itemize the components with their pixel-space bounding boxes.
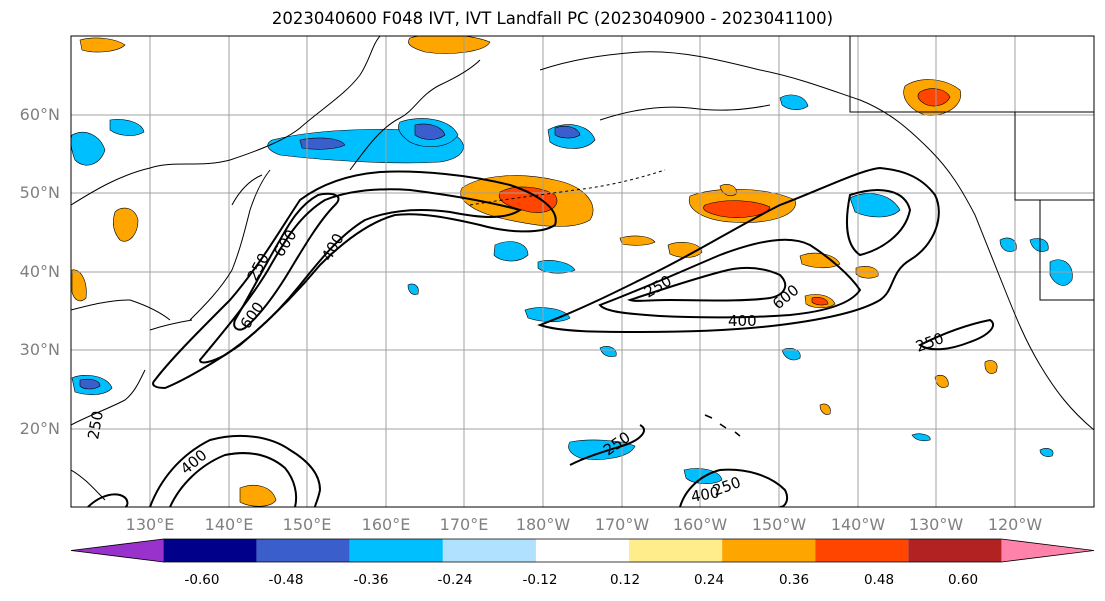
pc-blob-negative [71, 131, 106, 166]
longitude-label: 120°W [987, 515, 1043, 534]
colorbar-segment [349, 539, 443, 562]
pc-blob-negative [537, 260, 576, 274]
latitude-label: 30°N [19, 340, 60, 359]
pc-blob-positive [79, 37, 126, 53]
pc-blob-positive [619, 235, 656, 246]
pc-blob-positive [703, 200, 771, 218]
contour-label: 400 [177, 446, 211, 478]
pc-blob-negative [599, 346, 617, 357]
colorbar-segment [535, 539, 630, 562]
colorbar-tick-label: 0.12 [609, 572, 641, 588]
pc-shading [71, 36, 1073, 507]
longitude-label: 180°W [515, 515, 571, 534]
colorbar-tick-label: 0.60 [947, 572, 979, 588]
ivt-contours [87, 166, 995, 507]
pc-blob-negative [781, 348, 801, 361]
pc-blob-negative [999, 237, 1017, 252]
colorbar-tick-label: -0.12 [522, 572, 558, 588]
contour-label: 600 [237, 299, 268, 333]
pc-blob-positive [799, 252, 841, 269]
pc-blob-positive [984, 360, 998, 374]
colorbar-outline [70, 538, 1095, 563]
pc-blob-positive [917, 88, 951, 107]
pc-blob-positive [819, 403, 831, 415]
pc-blob-positive [113, 207, 139, 242]
colorbar-tick-label: 0.48 [863, 572, 895, 588]
pc-blob-positive [934, 374, 949, 388]
latitude-label: 40°N [19, 262, 60, 281]
colorbar-extend-min [71, 539, 164, 562]
latitude-label: 60°N [19, 105, 60, 124]
colorbar-tick-label: -0.60 [184, 572, 220, 588]
contour-label: 250 [84, 409, 107, 440]
pc-blob-negative [849, 193, 901, 218]
contour-label: 250 [913, 329, 946, 356]
longitude-label: 170°W [594, 515, 650, 534]
plot-frame [70, 35, 1095, 508]
pc-blob-negative [554, 125, 581, 139]
longitude-label: 160°E [361, 515, 411, 534]
longitude-label: 130°W [908, 515, 964, 534]
pc-blob-positive [811, 297, 829, 306]
contour-label: 400 [690, 483, 721, 506]
pc-blob-positive [408, 36, 491, 54]
longitude-label: 160°W [672, 515, 728, 534]
pc-blob-negative [1049, 259, 1073, 286]
pc-blob-negative [911, 433, 931, 442]
colorbar-segment [722, 539, 816, 562]
longitude-label: 150°E [282, 515, 332, 534]
colorbar-segment [815, 539, 909, 562]
pc-blob-negative [568, 439, 636, 460]
colorbar-segment [629, 539, 723, 562]
latitude-label: 20°N [19, 419, 60, 438]
pc-blob-negative [79, 378, 101, 390]
pc-blob-negative [414, 123, 446, 140]
pc-blob-negative [1039, 448, 1054, 457]
colorbar [70, 538, 1095, 563]
pc-blob-positive [239, 485, 277, 507]
longitude-label: 170°E [439, 515, 489, 534]
colorbar-tick-label: 0.24 [693, 572, 725, 588]
pc-blob-negative [407, 283, 419, 295]
colorbar-tick-label: -0.36 [353, 572, 389, 588]
pc-blob-negative [299, 137, 346, 150]
pc-blob-negative [493, 241, 529, 262]
pc-blob-positive [667, 242, 703, 258]
colorbar-tick-label: 0.36 [778, 572, 810, 588]
longitude-label: 130°E [125, 515, 175, 534]
pc-blob-negative [1029, 238, 1049, 252]
colorbar-segment [163, 539, 257, 562]
colorbar-segment [256, 539, 350, 562]
contour-label-layer: 250 400 600 250 600 400 400 600 250 250 … [84, 226, 946, 506]
longitude-label: 140°E [204, 515, 254, 534]
figure-title: 2023040600 F048 IVT, IVT Landfall PC (20… [271, 9, 834, 28]
contour-label: 600 [270, 226, 300, 260]
contour-label: 400 [728, 312, 757, 330]
colorbar-tick-label: -0.24 [437, 572, 473, 588]
pc-blob-negative [779, 94, 809, 110]
longitude-label: 150°W [751, 515, 807, 534]
latitude-label: 50°N [19, 183, 60, 202]
coastlines [71, 36, 1094, 501]
colorbar-tick-label: -0.48 [268, 572, 304, 588]
colorbar-segment [908, 539, 1002, 562]
longitude-label: 140°W [830, 515, 886, 534]
colorbar-segment [442, 539, 536, 562]
pc-blob-negative [109, 119, 145, 136]
contour-label: 600 [769, 281, 803, 313]
colorbar-extend-max [1001, 539, 1094, 562]
pc-blob-positive [71, 269, 87, 302]
